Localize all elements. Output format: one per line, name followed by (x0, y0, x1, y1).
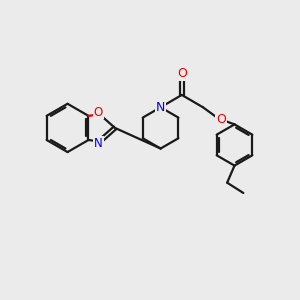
Text: O: O (94, 106, 103, 118)
Text: O: O (216, 113, 226, 127)
Text: N: N (156, 101, 165, 114)
Text: N: N (94, 137, 103, 150)
Text: O: O (177, 67, 187, 80)
